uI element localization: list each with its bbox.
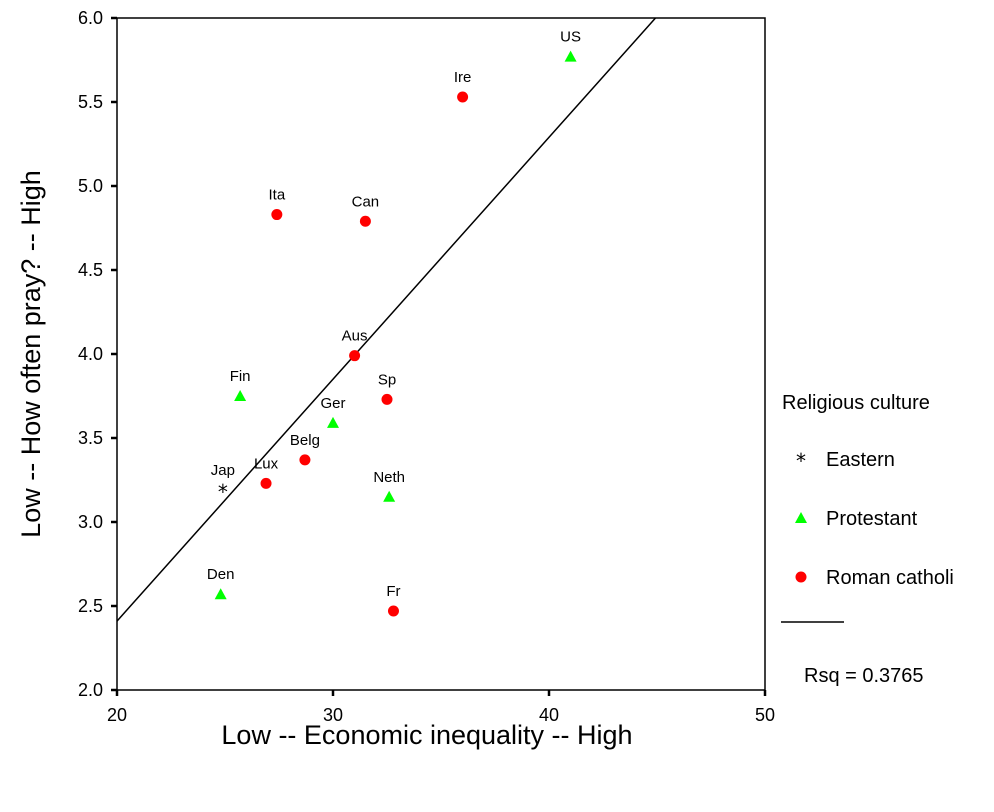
point-label-ita: Ita [268, 187, 285, 204]
data-points: *Jap US Fin Ger Neth Den Ire Ita Can Aus Sp Belg Lux… [207, 29, 581, 617]
y-axis-title: Low -- How often pray? -- High [16, 170, 46, 538]
point-aus [349, 350, 361, 362]
fit-line-layer [116, 17, 657, 622]
point-lux [260, 477, 272, 489]
y-tick-label: 3.0 [78, 512, 103, 532]
point-den [214, 588, 227, 600]
point-label-ger: Ger [320, 395, 345, 412]
legend-rsq-label: Rsq = 0.3765 [804, 665, 924, 687]
legend-marker-asterisk: * [796, 449, 806, 473]
point-label-jap: Jap [211, 462, 235, 479]
legend-entries: * Eastern Protestant Roman catholi [795, 449, 954, 589]
x-tick-label: 40 [539, 705, 559, 725]
point-label-can: Can [352, 193, 380, 210]
point-label-fr: Fr [386, 583, 400, 600]
legend-marker-triangle [795, 512, 807, 523]
point-label-neth: Neth [373, 469, 405, 486]
x-tick-label: 20 [107, 705, 127, 725]
point-belg [299, 454, 311, 466]
y-tick-label: 4.5 [78, 260, 103, 280]
y-tick-label: 5.0 [78, 176, 103, 196]
point-label-lux: Lux [254, 455, 279, 472]
legend-label: Eastern [826, 449, 895, 471]
point-label-aus: Aus [342, 328, 368, 345]
legend-title: Religious culture [782, 392, 930, 414]
point-us [564, 50, 577, 62]
point-label-belg: Belg [290, 432, 320, 449]
regression-line [116, 17, 657, 622]
y-tick-label: 5.5 [78, 92, 103, 112]
y-tick-label: 3.5 [78, 428, 103, 448]
point-neth [383, 490, 396, 502]
point-label-us: US [560, 29, 581, 46]
point-fr [387, 605, 399, 617]
plot-frame [116, 17, 766, 691]
point-label-sp: Sp [378, 371, 396, 388]
legend-label: Roman catholi [826, 567, 954, 589]
point-sp [381, 393, 393, 405]
point-ger [327, 416, 339, 428]
point-label-den: Den [207, 566, 235, 583]
y-tick-label: 4.0 [78, 344, 103, 364]
y-tick-label: 6.0 [78, 8, 103, 28]
point-label-fin: Fin [230, 368, 251, 385]
point-ita [271, 209, 283, 221]
point-jap: * [218, 480, 228, 504]
legend: Religious culture * Eastern Protestant Roma… [781, 392, 954, 687]
x-tick-label: 50 [755, 705, 775, 725]
x-tick-label: 30 [323, 705, 343, 725]
y-tick-label: 2.5 [78, 596, 103, 616]
point-can [359, 215, 371, 227]
point-label-ire: Ire [454, 69, 472, 86]
point-fin [234, 390, 247, 401]
legend-marker-circle [795, 571, 807, 583]
x-axis-title: Low -- Economic inequality -- High [221, 720, 632, 750]
y-tick-label: 2.0 [78, 680, 103, 700]
point-ire [457, 91, 469, 103]
legend-label: Protestant [826, 508, 918, 530]
axis-ticks: 20 30 40 50 2.0 2.5 3.0 3.5 4.0 4.5 5.0 5.5 6.0 [78, 8, 775, 725]
